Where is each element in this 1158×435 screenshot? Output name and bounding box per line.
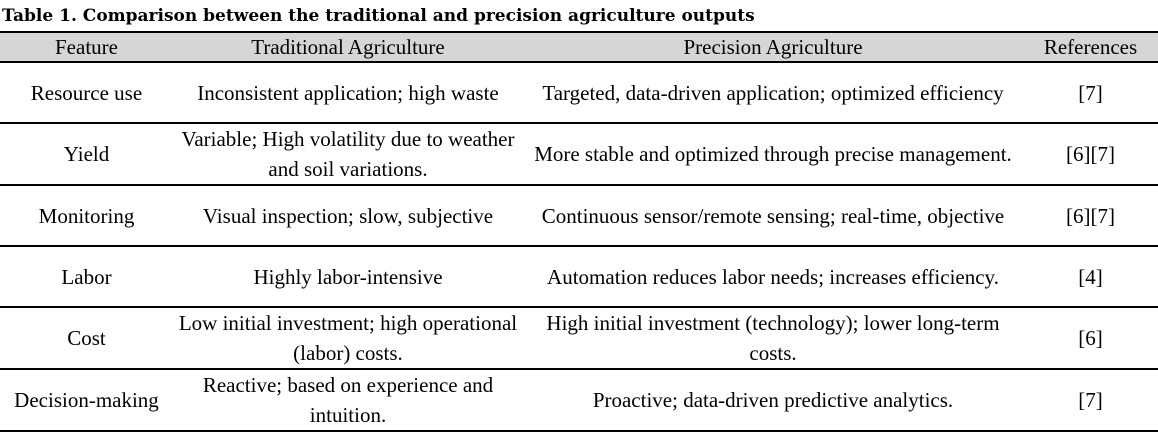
cell-feature: Decision-making [14,388,159,412]
table-row: Resource use Inconsistent application; h… [0,62,1158,123]
cell-traditional: Variable; High volatility due to weather… [181,127,515,181]
cell-precision: Proactive; data-driven predictive analyt… [592,388,954,412]
table-row: Decision-making Reactive; based on exper… [0,369,1158,431]
cell-traditional: Highly labor-intensive [253,264,443,289]
cell-references: [6] [1078,326,1103,350]
comparison-table: Feature Traditional Agriculture Precisio… [0,31,1158,432]
cell-precision: High initial investment (technology); lo… [546,311,1000,365]
header-references: References [1023,31,1158,63]
header-precision: Precision Agriculture [523,31,1023,63]
table-row: Labor Highly labor-intensive Automation … [0,246,1158,307]
cell-references: [6][7] [1066,203,1115,228]
cell-precision: Targeted, data-driven application; optim… [542,80,1004,105]
cell-feature: Resource use [30,80,143,105]
cell-traditional: Low initial investment; high operational… [178,311,518,365]
cell-references: [7] [1078,80,1103,105]
table-header: Feature Traditional Agriculture Precisio… [0,31,1158,63]
table-row: Cost Low initial investment; high operat… [0,307,1158,369]
table-caption: Table 1. Comparison between the traditio… [2,6,755,26]
cell-references: [7] [1078,388,1103,412]
cell-feature: Cost [67,326,106,350]
cell-traditional: Inconsistent application; high waste [197,80,499,105]
table-row: Yield Variable; High volatility due to w… [0,123,1158,185]
header-feature: Feature [0,31,173,63]
cell-traditional: Reactive; based on experience and intuit… [202,373,494,427]
cell-precision: Automation reduces labor needs; increase… [547,264,999,289]
cell-feature: Monitoring [38,203,135,228]
cell-references: [4] [1078,264,1103,289]
table-row: Monitoring Visual inspection; slow, subj… [0,185,1158,246]
cell-traditional: Visual inspection; slow, subjective [202,203,494,228]
cell-precision: More stable and optimized through precis… [534,142,1012,166]
cell-precision: Continuous sensor/remote sensing; real-t… [541,203,1005,228]
cell-feature: Labor [61,264,112,289]
header-traditional: Traditional Agriculture [173,31,523,63]
cell-references: [6][7] [1066,142,1115,166]
header-row: Feature Traditional Agriculture Precisio… [0,31,1158,63]
table-body: Resource use Inconsistent application; h… [0,62,1158,431]
cell-feature: Yield [63,142,110,166]
